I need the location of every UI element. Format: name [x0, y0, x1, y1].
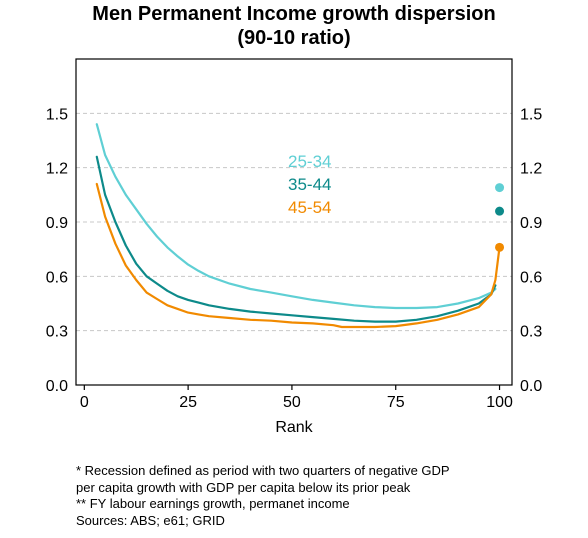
x-axis-label: Rank — [275, 419, 313, 436]
y-tick-label-right: 0.9 — [520, 215, 542, 232]
x-tick-label: 100 — [486, 394, 513, 411]
plot-frame — [75, 58, 513, 386]
y-tick-label-left: 1.2 — [46, 161, 68, 178]
x-axis: 0 25 50 75 100 — [80, 385, 513, 411]
chart-title-line-2: (90-10 ratio) — [237, 27, 351, 49]
y-axis-right: 0.0 0.3 0.6 0.9 1.2 1.5 — [520, 106, 542, 395]
end-marker-35-44 — [495, 206, 505, 216]
footnote-recession-cont: per capita growth with GDP per capita be… — [76, 479, 411, 495]
x-tick-label: 50 — [283, 394, 301, 411]
x-tick-label: 25 — [179, 394, 197, 411]
footnotes: * Recession defined as period with two q… — [76, 463, 450, 529]
y-tick-label-right: 1.2 — [520, 161, 542, 178]
y-tick-label-left: 0.9 — [46, 215, 68, 232]
grid-lines — [76, 112, 512, 332]
end-markers — [495, 183, 505, 252]
series-line-25-34 — [95, 123, 497, 310]
legend-entry-35-44: 35-44 — [288, 175, 331, 194]
footnote-sources: Sources: ABS; e61; GRID — [76, 512, 225, 528]
y-tick-label-right: 0.0 — [520, 378, 542, 395]
legend-entry-25-34: 25-34 — [288, 152, 331, 171]
x-tick-label: 75 — [387, 394, 405, 411]
x-tick-label: 0 — [80, 394, 89, 411]
y-tick-label-left: 0.6 — [46, 269, 68, 286]
end-marker-45-54 — [495, 242, 505, 252]
end-marker-25-34 — [495, 183, 505, 193]
legend-entry-45-54: 45-54 — [288, 198, 331, 217]
y-tick-label-right: 1.5 — [520, 106, 542, 123]
series-line-35-44 — [95, 155, 497, 323]
y-tick-label-right: 0.6 — [520, 269, 542, 286]
y-axis-left: 0.0 0.3 0.6 0.9 1.2 1.5 — [46, 106, 68, 395]
series-lines — [95, 123, 501, 329]
footnote-earnings: ** FY labour earnings growth, permanet i… — [76, 496, 350, 511]
chart-title-line-1: Men Permanent Income growth dispersion — [92, 3, 496, 25]
y-tick-label-left: 1.5 — [46, 106, 68, 123]
y-tick-label-left: 0.3 — [46, 324, 68, 341]
series-line-45-54 — [95, 182, 501, 329]
footnote-recession: * Recession defined as period with two q… — [76, 463, 450, 478]
y-tick-label-left: 0.0 — [46, 378, 68, 395]
y-tick-label-right: 0.3 — [520, 324, 542, 341]
